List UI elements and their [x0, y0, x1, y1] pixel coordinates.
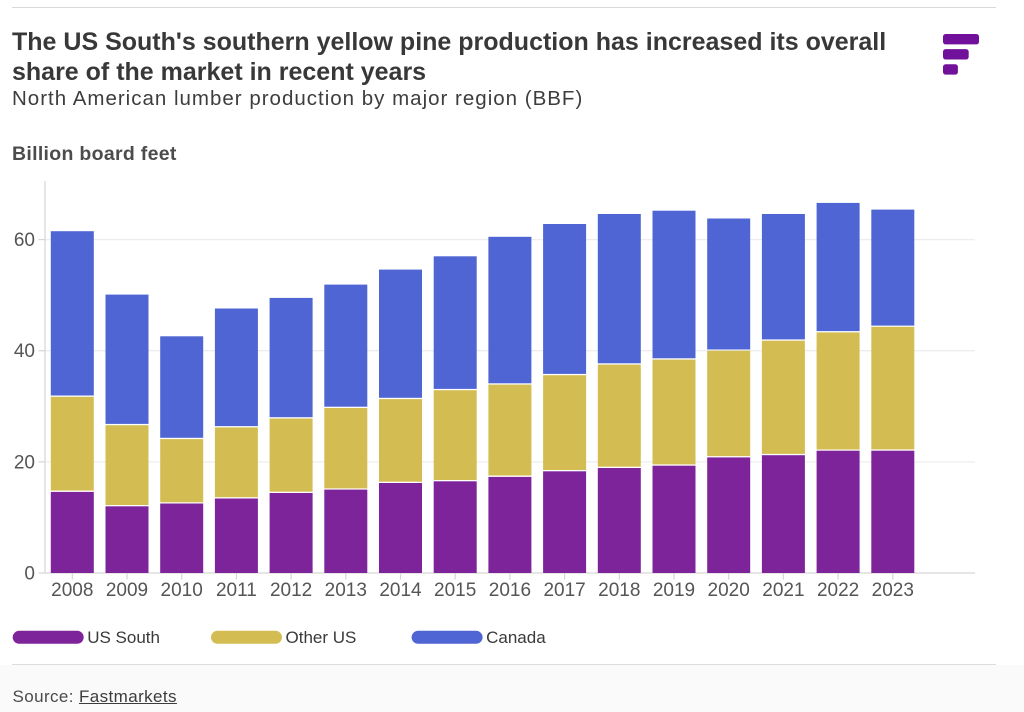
- svg-text:Other US: Other US: [286, 630, 357, 647]
- svg-text:Canada: Canada: [486, 630, 546, 647]
- svg-text:2017: 2017: [543, 580, 585, 601]
- svg-text:US South: US South: [87, 630, 160, 647]
- svg-text:2009: 2009: [106, 580, 148, 601]
- svg-text:2019: 2019: [653, 580, 695, 601]
- svg-text:0: 0: [24, 564, 35, 585]
- svg-text:60: 60: [14, 230, 35, 251]
- svg-text:2021: 2021: [762, 580, 804, 601]
- svg-text:2022: 2022: [817, 580, 859, 601]
- svg-text:2010: 2010: [161, 580, 203, 601]
- svg-text:2012: 2012: [270, 580, 312, 601]
- svg-text:2018: 2018: [598, 580, 640, 601]
- svg-text:2013: 2013: [325, 580, 367, 601]
- svg-text:2011: 2011: [216, 580, 257, 601]
- svg-text:2015: 2015: [434, 580, 476, 601]
- svg-text:40: 40: [14, 341, 35, 362]
- svg-text:2020: 2020: [708, 580, 750, 601]
- svg-text:2014: 2014: [379, 580, 422, 601]
- svg-text:20: 20: [14, 452, 35, 473]
- svg-text:2023: 2023: [872, 580, 914, 601]
- svg-text:2016: 2016: [489, 580, 531, 601]
- svg-text:2008: 2008: [51, 580, 93, 601]
